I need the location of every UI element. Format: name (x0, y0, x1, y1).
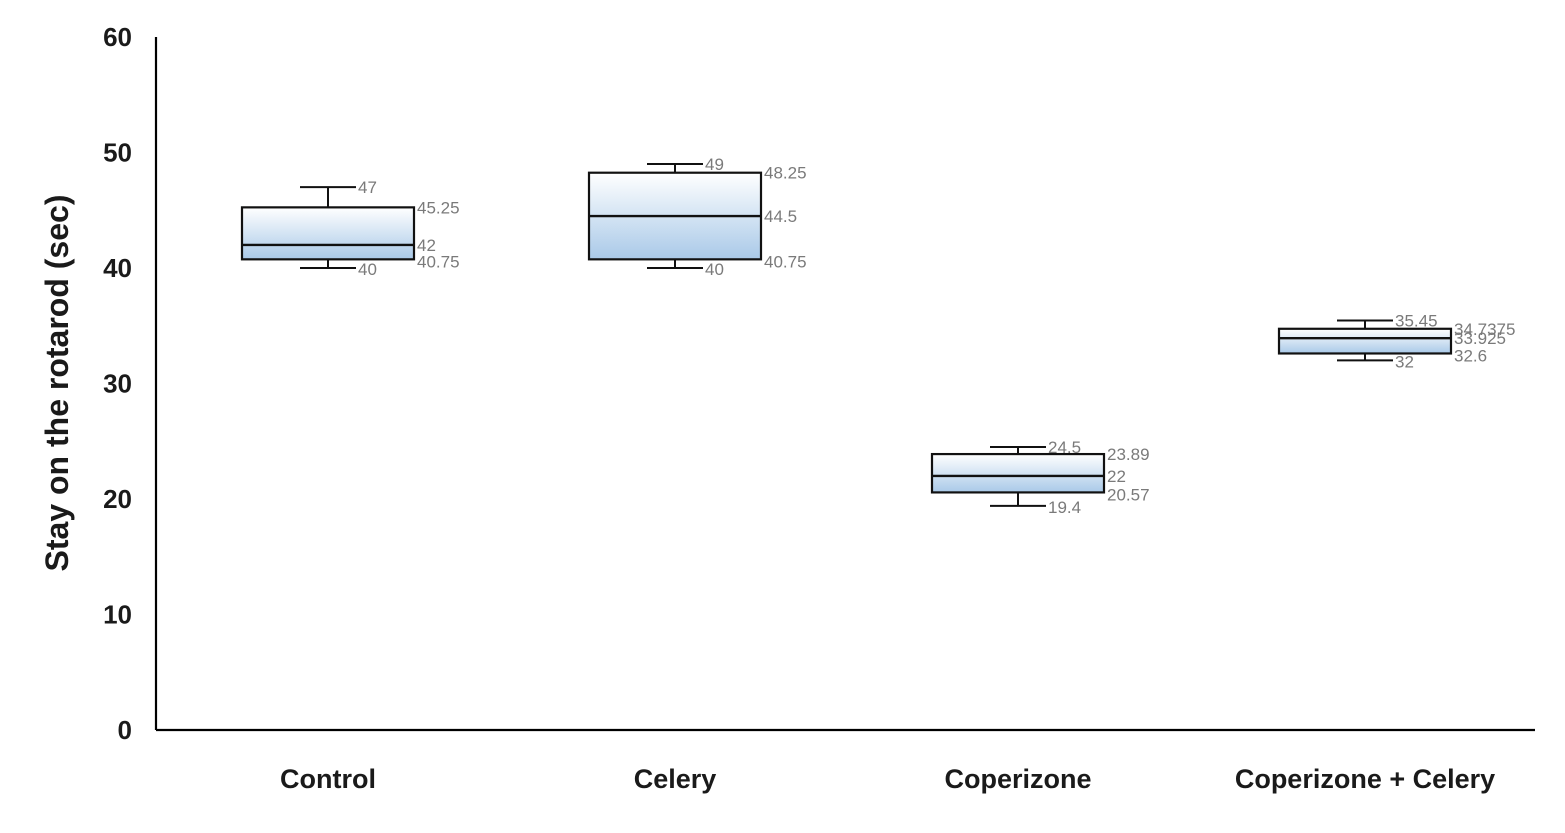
median-label: 33.925 (1454, 329, 1506, 348)
q3-label: 34.7375 (1454, 320, 1515, 339)
q1-label: 40.75 (764, 252, 807, 271)
y-tick-label: 0 (118, 715, 132, 745)
y-tick-label: 20 (103, 484, 132, 514)
iqr-box (930, 452, 1106, 494)
y-tick-label: 30 (103, 369, 132, 399)
category-label: Coperizone + Celery (1235, 764, 1495, 794)
max-label: 24.5 (1048, 438, 1081, 457)
y-tick-labels: 0 10 20 30 40 50 60 (103, 22, 132, 745)
q1-label: 32.6 (1454, 346, 1487, 365)
max-label: 47 (358, 178, 377, 197)
max-label: 49 (705, 155, 724, 174)
category-labels: Control Celery Coperizone Coperizone + Cele… (280, 764, 1495, 794)
median-label: 22 (1107, 467, 1126, 486)
q1-label: 40.75 (417, 252, 460, 271)
category-label: Celery (634, 764, 717, 794)
y-tick-label: 10 (103, 600, 132, 630)
category-label: Control (280, 764, 376, 794)
y-tick-label: 60 (103, 22, 132, 52)
iqr-box (1277, 327, 1453, 355)
min-label: 40 (705, 260, 724, 279)
min-label: 19.4 (1048, 498, 1081, 517)
y-axis-title: Stay on the rotarod (sec) (39, 195, 75, 572)
q3-label: 45.25 (417, 198, 460, 217)
q3-label: 48.25 (764, 164, 807, 183)
min-label: 40 (358, 260, 377, 279)
axes (154, 37, 1535, 732)
min-label: 32 (1395, 352, 1414, 371)
median-label: 44.5 (764, 207, 797, 226)
q3-label: 23.89 (1107, 445, 1150, 464)
max-label: 35.45 (1395, 312, 1438, 331)
iqr-box (240, 206, 416, 261)
y-tick-label: 40 (103, 253, 132, 283)
box-group: 49 48.25 44.5 40.75 40 (587, 155, 807, 279)
median-label: 42 (417, 236, 436, 255)
q1-label: 20.57 (1107, 485, 1150, 504)
y-tick-label: 50 (103, 138, 132, 168)
category-label: Coperizone (944, 764, 1091, 794)
